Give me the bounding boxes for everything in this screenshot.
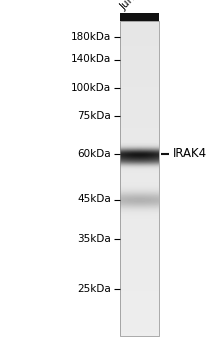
Text: 25kDa: 25kDa — [77, 284, 111, 294]
Text: 75kDa: 75kDa — [77, 111, 111, 121]
Text: 45kDa: 45kDa — [77, 195, 111, 204]
Text: 100kDa: 100kDa — [71, 83, 111, 93]
Text: 180kDa: 180kDa — [70, 32, 111, 42]
Text: 35kDa: 35kDa — [77, 234, 111, 244]
Text: 140kDa: 140kDa — [70, 55, 111, 64]
Text: Jurkat: Jurkat — [119, 0, 148, 12]
Text: IRAK4: IRAK4 — [172, 147, 206, 161]
Bar — [120, 21, 159, 336]
Bar — [120, 13, 159, 21]
Text: 60kDa: 60kDa — [77, 149, 111, 159]
